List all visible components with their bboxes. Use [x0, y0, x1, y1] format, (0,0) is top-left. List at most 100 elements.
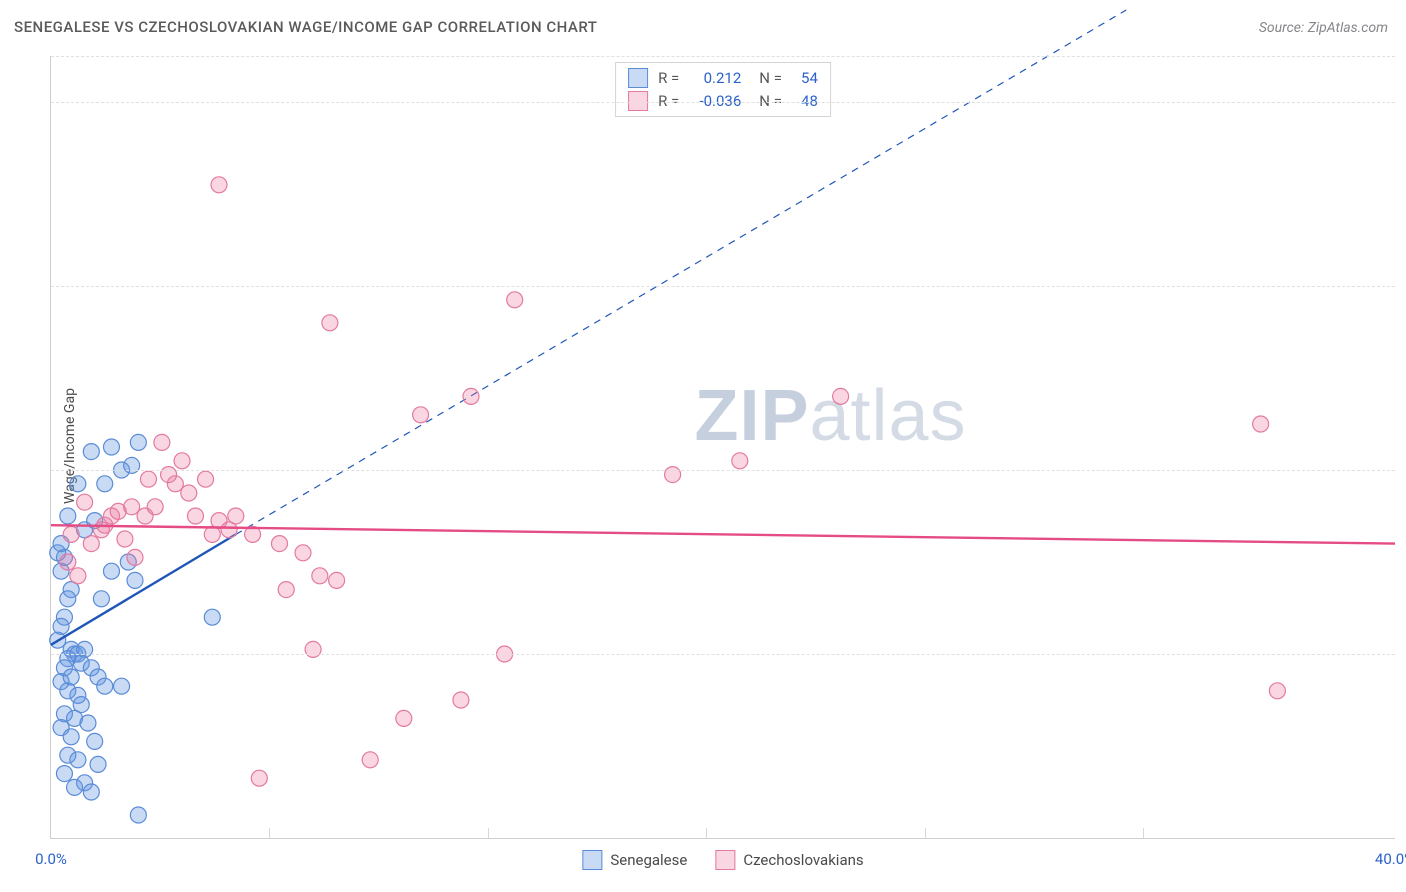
data-point: [56, 766, 72, 782]
data-point: [124, 499, 140, 515]
data-point: [507, 292, 523, 308]
data-point: [251, 770, 267, 786]
y-tick-label: 80.0%: [1399, 93, 1406, 111]
data-point: [362, 752, 378, 768]
data-point: [130, 807, 146, 823]
data-point: [198, 471, 214, 487]
grid-h: [51, 654, 1395, 655]
series-swatch: [628, 91, 648, 111]
stat-R-value: -0.036: [689, 90, 741, 113]
data-point: [124, 457, 140, 473]
stat-R-value: 0.212: [689, 67, 741, 90]
x-tick-mark: [1143, 828, 1144, 838]
data-point: [1253, 416, 1269, 432]
data-point: [322, 315, 338, 331]
stat-N-value: 54: [792, 67, 818, 90]
data-point: [278, 582, 294, 598]
header: SENEGALESE VS CZECHOSLOVAKIAN WAGE/INCOM…: [0, 0, 1406, 50]
x-tick-label: 0.0%: [35, 850, 67, 868]
x-tick-mark: [488, 828, 489, 838]
grid-h: [51, 470, 1395, 471]
stat-N-label: N =: [759, 90, 782, 113]
data-point: [154, 434, 170, 450]
data-point: [295, 545, 311, 561]
plot-svg: [51, 56, 1395, 838]
data-point: [312, 568, 328, 584]
data-point: [167, 476, 183, 492]
data-point: [463, 388, 479, 404]
legend-item: Czechoslovakians: [715, 850, 863, 870]
data-point: [130, 434, 146, 450]
x-tick-mark: [706, 828, 707, 838]
data-point: [117, 531, 133, 547]
data-point: [63, 526, 79, 542]
data-point: [174, 453, 190, 469]
data-point: [77, 494, 93, 510]
data-point: [221, 522, 237, 538]
data-point: [187, 508, 203, 524]
data-point: [732, 453, 748, 469]
legend-label: Czechoslovakians: [743, 851, 863, 869]
data-point: [70, 568, 86, 584]
data-point: [60, 508, 76, 524]
data-point: [147, 499, 163, 515]
data-point: [305, 641, 321, 657]
x-tick-mark: [269, 828, 270, 838]
data-point: [87, 733, 103, 749]
data-point: [97, 476, 113, 492]
series-swatch: [628, 68, 648, 88]
data-point: [83, 536, 99, 552]
chart-title: SENEGALESE VS CZECHOSLOVAKIAN WAGE/INCOM…: [14, 18, 597, 36]
stat-R-label: R =: [658, 67, 679, 90]
grid-h: [51, 102, 1395, 103]
data-point: [127, 549, 143, 565]
data-point: [329, 572, 345, 588]
data-point: [140, 471, 156, 487]
data-point: [83, 444, 99, 460]
data-point: [93, 591, 109, 607]
legend-item: Senegalese: [582, 850, 687, 870]
chart-area: ZIPatlas R =0.212N =54R =-0.036N =48 Sen…: [50, 56, 1395, 839]
x-tick-mark: [925, 828, 926, 838]
legend-swatch: [715, 850, 735, 870]
data-point: [396, 710, 412, 726]
stat-N-label: N =: [759, 67, 782, 90]
x-tick-label: 40.0%: [1375, 850, 1406, 868]
data-point: [103, 439, 119, 455]
data-point: [70, 476, 86, 492]
y-tick-label: 40.0%: [1399, 461, 1406, 479]
data-point: [453, 692, 469, 708]
data-point: [67, 779, 83, 795]
data-point: [211, 177, 227, 193]
data-point: [114, 678, 130, 694]
data-point: [271, 536, 287, 552]
legend-bottom: Senegalese Czechoslovakians: [582, 850, 863, 870]
data-point: [97, 678, 113, 694]
data-point: [665, 467, 681, 483]
data-point: [83, 784, 99, 800]
source-label: Source: ZipAtlas.com: [1259, 20, 1388, 36]
data-point: [181, 485, 197, 501]
legend-swatch: [582, 850, 602, 870]
stats-row: R = 0.212 N = 54: [628, 67, 818, 90]
data-point: [70, 752, 86, 768]
data-point: [90, 756, 106, 772]
data-point: [127, 572, 143, 588]
data-point: [833, 388, 849, 404]
grid-h: [51, 56, 1395, 57]
data-point: [204, 526, 220, 542]
stat-N-value: 48: [792, 90, 818, 113]
data-point: [204, 609, 220, 625]
stats-box: R = 0.212 N = 54 R = -0.036 N = 48: [615, 62, 831, 117]
data-point: [63, 729, 79, 745]
grid-h: [51, 286, 1395, 287]
y-tick-label: 20.0%: [1399, 645, 1406, 663]
data-point: [413, 407, 429, 423]
stats-row: R = -0.036 N = 48: [628, 90, 818, 113]
legend-label: Senegalese: [610, 851, 687, 869]
y-tick-label: 60.0%: [1399, 277, 1406, 295]
data-point: [103, 563, 119, 579]
stat-R-label: R =: [658, 90, 679, 113]
data-point: [80, 715, 96, 731]
data-point: [60, 591, 76, 607]
